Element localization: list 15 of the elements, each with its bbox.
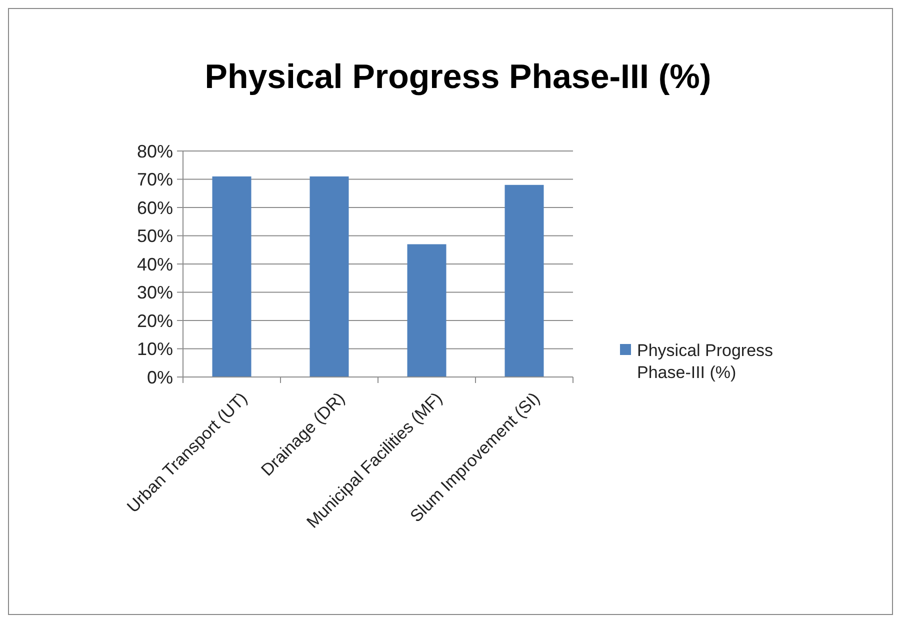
y-tick-label: 0%	[146, 367, 173, 388]
y-tick-label: 30%	[136, 282, 173, 303]
bar	[504, 184, 544, 377]
y-tick-label: 80%	[136, 141, 173, 162]
bar	[212, 176, 252, 377]
y-tick-label: 40%	[136, 254, 173, 274]
y-tick-label: 10%	[136, 339, 173, 360]
legend-label: Physical Progress Phase-III (%)	[637, 341, 774, 382]
y-tick-label: 20%	[136, 310, 173, 331]
y-tick-label: 60%	[136, 198, 173, 218]
bar	[310, 176, 349, 377]
y-tick-label: 70%	[136, 170, 173, 190]
bar	[407, 244, 446, 377]
y-tick-label: 50%	[136, 226, 173, 246]
chart-title: Physical Progress Phase-III (%)	[204, 58, 712, 96]
